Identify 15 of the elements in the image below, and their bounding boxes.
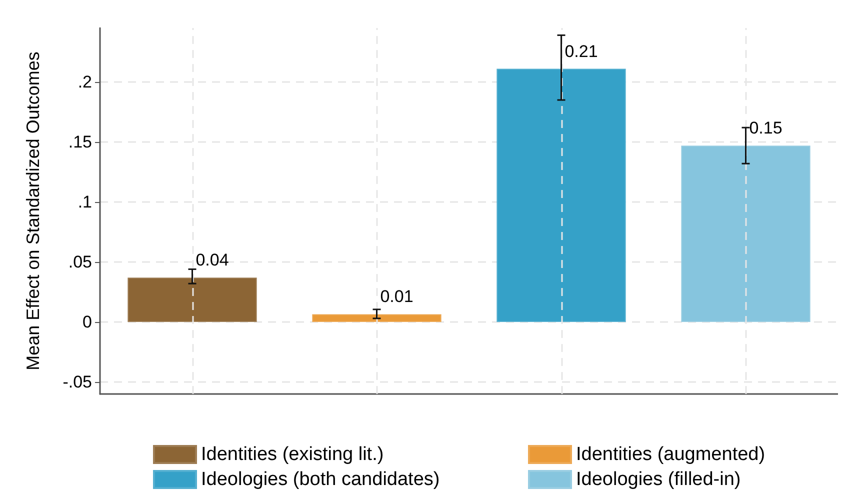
legend-label: Identities (existing lit.) (201, 444, 384, 465)
data-label: 0.04 (196, 250, 229, 270)
legend-label: Identities (augmented) (576, 444, 766, 465)
y-tick-label: .1 (78, 192, 92, 212)
y-axis-title: Mean Effect on Standardized Outcomes (23, 52, 43, 370)
legend-label: Ideologies (filled-in) (576, 469, 741, 490)
y-tick-label: .15 (68, 132, 92, 152)
data-label: 0.21 (564, 42, 598, 61)
y-tick-label: .05 (68, 252, 92, 272)
y-tick-label: 0 (82, 312, 92, 332)
legend-label: Ideologies (both candidates) (201, 469, 440, 490)
data-label: 0.01 (380, 287, 414, 306)
y-tick-label: .2 (78, 72, 92, 92)
data-label: 0.15 (749, 118, 782, 138)
y-tick-label: -.05 (62, 372, 92, 392)
